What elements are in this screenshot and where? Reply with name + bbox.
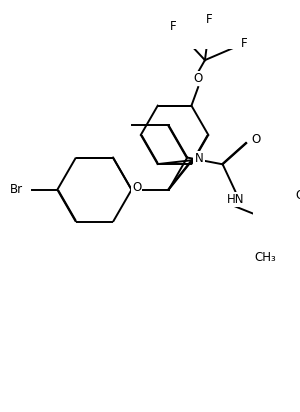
Text: N: N bbox=[195, 152, 203, 165]
Text: O: O bbox=[194, 72, 203, 85]
Text: O: O bbox=[132, 181, 141, 194]
Text: F: F bbox=[169, 20, 176, 33]
Text: F: F bbox=[241, 37, 248, 50]
Text: Br: Br bbox=[10, 183, 23, 196]
Text: O: O bbox=[296, 189, 300, 202]
Text: CH₃: CH₃ bbox=[254, 251, 276, 265]
Text: F: F bbox=[206, 13, 212, 26]
Text: O: O bbox=[252, 133, 261, 145]
Text: HN: HN bbox=[226, 193, 244, 206]
